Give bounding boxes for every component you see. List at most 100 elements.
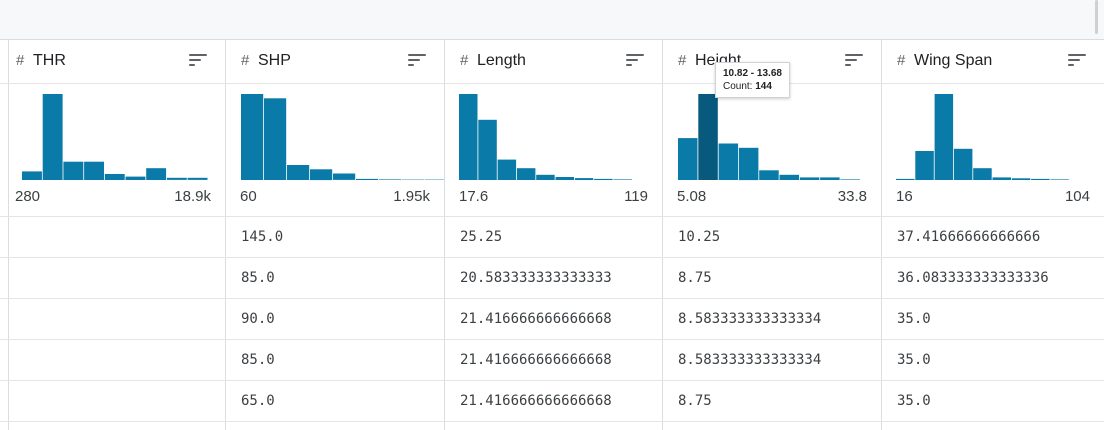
table-cell[interactable]: 35.0	[897, 311, 931, 327]
column-name: SHP	[258, 52, 291, 69]
histogram-bar[interactable]	[613, 179, 632, 180]
histogram-bar[interactable]	[459, 94, 478, 180]
table-cell[interactable]: 25.25	[460, 229, 503, 245]
column-histogram[interactable]: 280 18.9k	[0, 84, 225, 216]
histogram-bar[interactable]	[497, 159, 517, 180]
histogram-bar[interactable]	[536, 174, 555, 180]
histogram-tooltip: 10.82 - 13.68 Count: 144	[715, 62, 790, 98]
range-min: 280	[15, 188, 41, 205]
table-cell[interactable]: 8.75	[678, 393, 712, 409]
column-name: Length	[477, 52, 526, 69]
table-cell[interactable]: 21.416666666666668	[460, 352, 612, 368]
column-histogram[interactable]: 60 1.95k	[225, 84, 444, 216]
histogram-bar[interactable]	[738, 147, 759, 181]
histogram-bar[interactable]	[1011, 178, 1031, 180]
histogram-bar[interactable]	[799, 177, 820, 180]
histogram-bar[interactable]	[478, 119, 497, 180]
histogram-bar[interactable]	[1031, 178, 1050, 180]
histogram-bar[interactable]	[973, 168, 992, 180]
scrollbar[interactable]	[1095, 0, 1098, 34]
histogram-bar[interactable]	[287, 165, 310, 180]
histogram-bar[interactable]	[555, 177, 575, 180]
histogram-bar[interactable]	[310, 169, 333, 181]
histogram-bar[interactable]	[166, 177, 187, 180]
table-cell[interactable]: 65.0	[241, 393, 275, 409]
tooltip-count: 144	[755, 81, 772, 92]
histogram-bar[interactable]	[779, 174, 800, 180]
column-header-length[interactable]: # Length	[444, 40, 662, 83]
histogram-bar[interactable]	[1050, 179, 1069, 180]
histogram-bar[interactable]	[516, 168, 536, 180]
histogram-bar[interactable]	[241, 94, 264, 180]
histogram-bar[interactable]	[574, 178, 594, 180]
range-max: 18.9k	[174, 188, 211, 205]
table-cell[interactable]: 20.583333333333333	[460, 270, 612, 286]
histogram-bar[interactable]	[125, 176, 146, 180]
histogram-bar[interactable]	[84, 161, 104, 180]
row-divider	[0, 421, 1104, 422]
histogram-chart[interactable]	[662, 84, 881, 184]
hash-icon: #	[460, 52, 469, 69]
histogram-bar[interactable]	[22, 171, 42, 180]
sort-icon[interactable]	[626, 54, 644, 68]
histogram-bar[interactable]	[42, 94, 63, 180]
column-divider	[8, 40, 9, 430]
histogram-bar[interactable]	[104, 174, 125, 180]
histogram-bar[interactable]	[187, 177, 208, 180]
range-max: 104	[1064, 188, 1090, 205]
histogram-chart[interactable]	[225, 84, 444, 184]
table-cell[interactable]: 145.0	[241, 229, 284, 245]
sort-icon[interactable]	[845, 54, 863, 68]
column-header-shp[interactable]: # SHP	[225, 40, 444, 83]
row-divider	[0, 298, 1104, 299]
histogram-bar[interactable]	[678, 138, 698, 180]
table-cell[interactable]: 8.75	[678, 270, 712, 286]
table-cell[interactable]: 10.25	[678, 229, 721, 245]
sort-icon[interactable]	[408, 54, 426, 68]
tooltip-count-row: Count: 144	[723, 80, 782, 93]
histogram-bar[interactable]	[934, 94, 954, 180]
histogram-bar[interactable]	[356, 178, 379, 180]
table-cell[interactable]: 85.0	[241, 352, 275, 368]
histogram-bar[interactable]	[698, 94, 718, 180]
table-cell[interactable]: 36.083333333333336	[897, 270, 1049, 286]
histogram-bar[interactable]	[840, 179, 860, 180]
histogram-bar[interactable]	[820, 177, 840, 180]
histogram-bar[interactable]	[594, 178, 613, 180]
column-histogram[interactable]: 5.08 33.8	[662, 84, 881, 216]
table-cell[interactable]: 35.0	[897, 352, 931, 368]
table-cell[interactable]: 21.416666666666668	[460, 393, 612, 409]
histogram-bar[interactable]	[264, 98, 287, 180]
table-cell[interactable]: 8.583333333333334	[678, 352, 822, 368]
range-max: 1.95k	[393, 188, 430, 205]
table-cell[interactable]: 85.0	[241, 270, 275, 286]
table-cell[interactable]: 90.0	[241, 311, 275, 327]
column-divider	[662, 40, 663, 430]
column-header-wing-span[interactable]: # Wing Span	[881, 40, 1104, 83]
histogram-bar[interactable]	[915, 151, 934, 180]
table-cell[interactable]: 21.416666666666668	[460, 311, 612, 327]
histogram-bar[interactable]	[992, 177, 1012, 180]
sort-icon[interactable]	[189, 54, 207, 68]
histogram-bar[interactable]	[718, 143, 739, 181]
histogram-chart[interactable]	[444, 84, 662, 184]
sort-icon[interactable]	[1068, 54, 1086, 68]
histogram-chart[interactable]	[881, 84, 1104, 184]
column-header-thr[interactable]: # THR	[0, 40, 225, 83]
histogram-bar[interactable]	[759, 170, 779, 180]
range-min: 60	[240, 188, 257, 205]
range-max: 119	[624, 188, 648, 205]
histogram-chart[interactable]	[0, 84, 225, 184]
histogram-bar[interactable]	[146, 168, 167, 180]
histogram-bar[interactable]	[953, 148, 973, 180]
histogram-bar[interactable]	[379, 179, 402, 180]
range-min: 5.08	[677, 188, 707, 205]
histogram-bar[interactable]	[896, 178, 915, 180]
column-histogram[interactable]: 16 104	[881, 84, 1104, 216]
histogram-bar[interactable]	[63, 161, 84, 180]
histogram-bar[interactable]	[333, 173, 356, 180]
column-histogram[interactable]: 17.6 119	[444, 84, 662, 216]
table-cell[interactable]: 8.583333333333334	[678, 311, 822, 327]
table-cell[interactable]: 35.0	[897, 393, 931, 409]
table-cell[interactable]: 37.41666666666666	[897, 229, 1041, 245]
